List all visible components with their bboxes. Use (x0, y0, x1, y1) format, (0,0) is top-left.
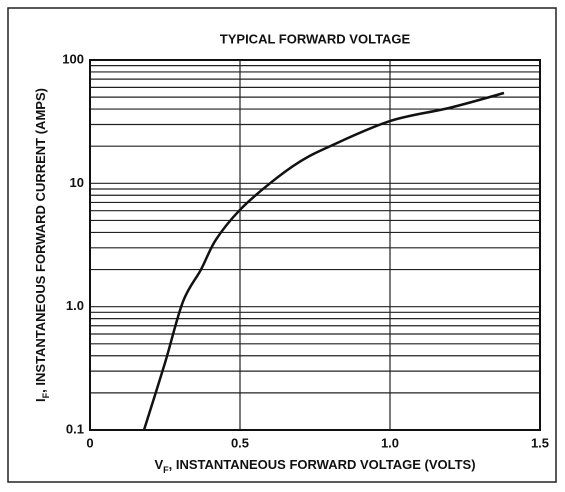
chart-title: TYPICAL FORWARD VOLTAGE (220, 31, 411, 46)
label-symbol: I (33, 398, 48, 402)
label-subscript: F (163, 465, 169, 475)
y-tick-label: 100 (62, 51, 84, 66)
x-tick-label: 1.5 (531, 435, 549, 450)
label-text: , INSTANTANEOUS FORWARD CURRENT (AMPS) (33, 88, 48, 393)
x-tick-label: 0 (86, 435, 93, 450)
curve (142, 91, 505, 431)
label-symbol: V (154, 457, 163, 472)
label-text: , INSTANTANEOUS FORWARD VOLTAGE (VOLTS) (169, 457, 476, 472)
y-tick-label: 1.0 (66, 298, 84, 313)
y-axis-label: IF, INSTANTANEOUS FORWARD CURRENT (AMPS) (33, 88, 51, 402)
frame (7, 7, 557, 483)
x-tick-label: 0.5 (231, 435, 249, 450)
y-tick-label: 0.1 (66, 421, 84, 436)
x-tick-label: 1.0 (381, 435, 399, 450)
y-tick-label: 10 (70, 175, 84, 190)
label-subscript: F (41, 392, 51, 398)
plot-frame (89, 59, 541, 431)
x-axis-label: VF, INSTANTANEOUS FORWARD VOLTAGE (VOLTS… (154, 457, 475, 475)
